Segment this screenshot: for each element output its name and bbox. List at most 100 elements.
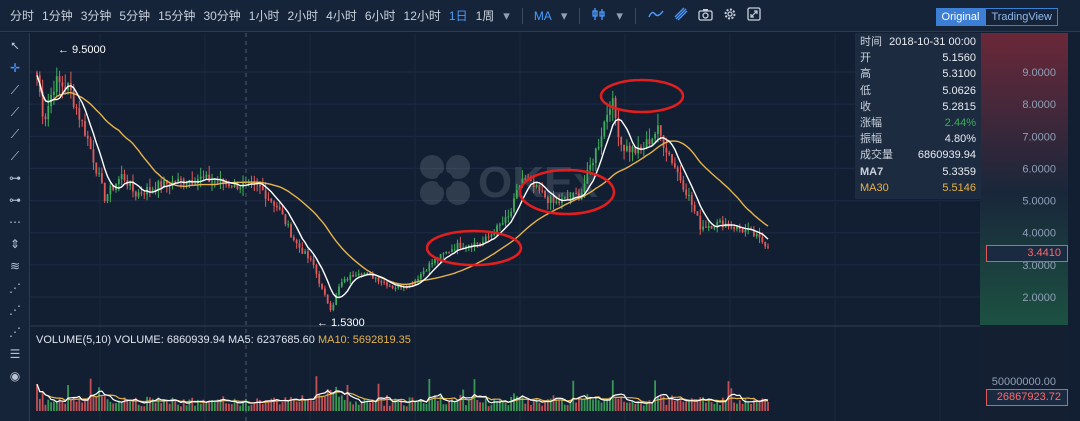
volume-bar [510, 396, 513, 411]
parallel-channel-icon[interactable]: ⋯ [9, 215, 21, 229]
timeframe-tab[interactable]: 5分钟 [119, 9, 151, 23]
ray-icon[interactable]: ⟋ [10, 105, 20, 119]
price-chart[interactable]: OKEx 2.00003.00004.00005.00006.00007.000… [30, 33, 1080, 421]
candle-body [290, 224, 292, 238]
volume-bar [244, 398, 247, 411]
volume-bar [247, 405, 250, 411]
timeframe-tab[interactable]: 分时 [10, 9, 35, 23]
timeframe-tab[interactable]: 15分钟 [158, 9, 196, 23]
volume-bar [177, 404, 180, 411]
volume-bar [752, 399, 755, 411]
ruler-icon[interactable] [669, 7, 693, 24]
volume-bar [436, 400, 439, 411]
candle-body [431, 263, 434, 265]
volume-bar [710, 402, 713, 411]
candle-body [143, 193, 146, 195]
view-toggle: Original TradingView [935, 8, 1058, 26]
indicator-dropdown-icon[interactable]: ▾ [560, 7, 568, 23]
pitchfork-icon[interactable]: ⋰ [9, 303, 21, 317]
trend-line-icon[interactable]: ⟋ [10, 83, 20, 97]
volume-bar [84, 400, 86, 411]
candle-body [705, 226, 707, 228]
volume-bar [721, 397, 724, 411]
candle-body [194, 183, 196, 185]
volume-bar [634, 403, 637, 411]
timeframe-tab[interactable]: 6小时 [364, 9, 396, 23]
vertical-line-icon[interactable]: ⇕ [9, 237, 21, 251]
candle-body [180, 178, 182, 180]
volume-bar [403, 405, 405, 411]
candle-body [177, 178, 180, 184]
volume-bar [95, 396, 98, 411]
segment-icon[interactable]: ⟋ [10, 149, 20, 163]
measure-icon[interactable]: ☰ [9, 347, 21, 361]
candle-type-dropdown-icon[interactable]: ▾ [616, 7, 623, 23]
candle-body [696, 211, 699, 216]
volume-bar [592, 399, 594, 411]
timeframe-tab[interactable]: 12小时 [403, 9, 441, 23]
volume-bar [391, 402, 394, 411]
low-price-marker: ← 1.5300 [317, 317, 365, 329]
candle-body [335, 294, 338, 305]
volume-bar [199, 403, 202, 411]
volume-bar [736, 403, 738, 411]
volume-bar [744, 398, 747, 411]
timeframe-dropdown-icon[interactable]: ▾ [503, 7, 510, 23]
volume-bar [346, 384, 349, 411]
info-label: 时间 [860, 36, 882, 48]
volume-bar [690, 398, 693, 411]
timeframe-tab[interactable]: 1分钟 [42, 9, 73, 23]
candle-body [369, 272, 371, 274]
volume-bar [228, 403, 230, 411]
volume-bar [58, 398, 61, 411]
timeframe-tab[interactable]: 1周 [475, 9, 495, 23]
timeframe-tab[interactable]: 3分钟 [80, 9, 112, 23]
crosshair-icon[interactable]: ✛ [9, 61, 21, 75]
fullscreen-icon[interactable] [742, 7, 766, 24]
candle-body [151, 189, 154, 191]
candle-body [47, 106, 50, 120]
volume-bar [456, 399, 459, 411]
gann-fan-icon[interactable]: ⋰ [9, 325, 21, 339]
volume-bar [513, 393, 515, 411]
tradingview-view-button[interactable]: TradingView [985, 8, 1058, 26]
volume-bar [442, 404, 445, 411]
extended-line-icon[interactable]: ⟋ [10, 127, 20, 141]
candle-body [371, 273, 374, 279]
timeframe-tab-active[interactable]: 1日 [448, 9, 468, 23]
candle-body [205, 174, 208, 178]
candle-body [95, 162, 98, 174]
candle-body [716, 222, 719, 228]
line-tool-icon[interactable] [643, 8, 669, 23]
horizontal-line-icon[interactable]: ⊶ [9, 171, 21, 185]
fib-fan-icon[interactable]: ⋰ [9, 281, 21, 295]
candle-body [211, 181, 213, 183]
horizontal-ray-icon[interactable]: ⊶ [9, 193, 21, 207]
candle-body [733, 227, 736, 230]
volume-bar [292, 399, 295, 411]
volume-bar [41, 391, 44, 411]
cursor-icon[interactable]: ⭦ [11, 39, 19, 53]
toolbar-divider [521, 7, 523, 24]
original-view-button[interactable]: Original [935, 8, 986, 26]
volume-ma5-value: MA5: 6237685.60 [228, 334, 315, 346]
fib-retracement-icon[interactable]: ≋ [9, 259, 21, 273]
camera-icon[interactable] [693, 8, 718, 24]
candle-body [160, 181, 163, 188]
volume-bar [724, 401, 727, 411]
candle-body [349, 275, 352, 281]
timeframe-tab[interactable]: 2小时 [287, 9, 319, 23]
candle-type-icon[interactable] [587, 7, 611, 24]
volume-bar [628, 402, 631, 411]
timeframe-tab[interactable]: 4小时 [326, 9, 357, 23]
candle-body [340, 282, 343, 287]
candle-body [157, 181, 160, 192]
visibility-icon[interactable]: ◉ [9, 369, 21, 383]
gear-icon[interactable] [718, 7, 742, 24]
price-tick-label: 8.0000 [1022, 99, 1056, 111]
indicator-select[interactable]: MA [533, 8, 552, 23]
timeframe-tab[interactable]: 1小时 [248, 9, 280, 23]
candle-body [530, 179, 532, 181]
timeframe-tab[interactable]: 30分钟 [203, 9, 241, 23]
volume-bar [47, 399, 50, 411]
